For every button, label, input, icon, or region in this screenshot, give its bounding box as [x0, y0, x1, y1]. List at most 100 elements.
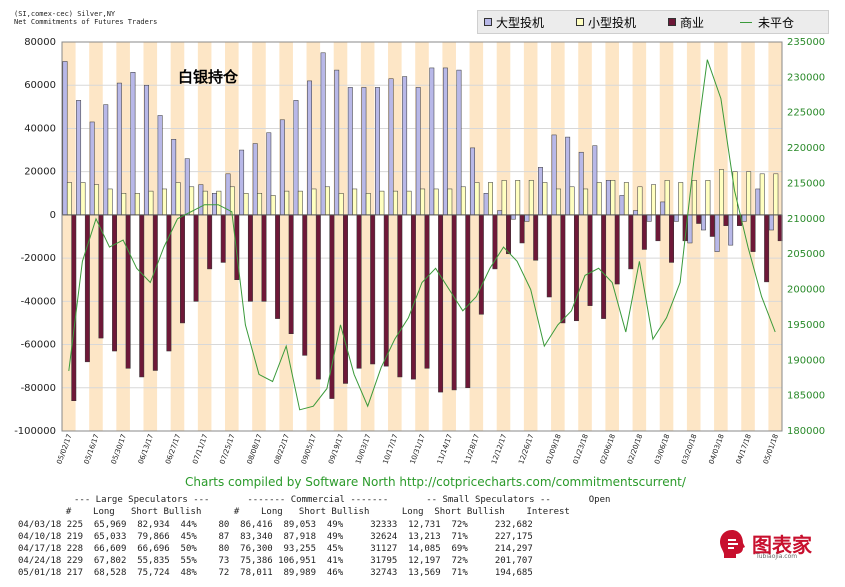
bar-small-spec [148, 190, 154, 216]
bar-large-spec [646, 214, 652, 222]
bar-small-spec [420, 188, 426, 216]
x-tick-label: 08/22/17 [273, 433, 291, 465]
legend-item-small: 小型投机 [576, 14, 636, 31]
bar-small-spec [352, 188, 358, 216]
bar-small-spec [433, 188, 439, 216]
x-tick-label: 06/27/17 [164, 433, 182, 465]
x-tick-label: 09/19/17 [327, 433, 345, 465]
bar-small-spec [107, 188, 113, 216]
y-left-tick-label: 0 [50, 210, 56, 221]
plot-frame [61, 41, 783, 432]
y-left-tick-label: -40000 [21, 296, 56, 307]
y-left-tick-label: -100000 [14, 426, 56, 437]
bar-large-spec [184, 158, 190, 216]
open-interest-line [68, 59, 776, 411]
logo-subtext: Tubiaojia.com [756, 553, 798, 560]
legend-item-large: 大型投机 [484, 14, 544, 31]
bar-large-spec [714, 214, 720, 252]
bar-commercial [180, 214, 185, 324]
bar-large-spec [320, 52, 326, 216]
logo-head-icon [720, 530, 745, 558]
bar-large-spec [741, 214, 747, 222]
bar-commercial [166, 214, 172, 352]
column-stripe [768, 42, 782, 431]
bar-large-spec [619, 195, 625, 216]
bar-large-spec [402, 76, 408, 216]
chart-credit: Charts compiled by Software North http:/… [185, 475, 686, 489]
y-left-tick-label: 80000 [24, 37, 56, 48]
column-stripe [714, 42, 728, 431]
bar-small-spec [569, 186, 575, 216]
bar-small-spec [610, 180, 616, 216]
bar-commercial [112, 214, 118, 352]
legend: 大型投机 小型投机 商业 未平仓 [477, 10, 829, 34]
bar-large-spec [429, 67, 435, 216]
x-tick-label: 01/23/18 [572, 433, 590, 465]
bar-commercial [288, 214, 294, 334]
x-tick-label: 03/06/18 [653, 433, 671, 465]
bar-small-spec [365, 193, 371, 216]
annotation-title: 白银持仓 [178, 68, 239, 86]
y-right-tick-label: 215000 [787, 178, 825, 189]
bar-commercial [315, 214, 321, 380]
bar-large-spec [375, 87, 380, 216]
bar-small-spec [460, 186, 466, 216]
bar-commercial [655, 214, 661, 242]
bar-small-spec [202, 190, 208, 216]
y-right-tick-label: 200000 [787, 285, 825, 296]
x-tick-label: 01/09/18 [544, 433, 562, 465]
x-tick-label: 05/02/17 [55, 433, 73, 465]
bar-commercial [478, 214, 484, 315]
x-tick-label: 03/20/18 [680, 433, 698, 465]
bar-small-spec [501, 180, 507, 216]
bar-large-spec [103, 104, 109, 216]
bar-commercial [614, 214, 620, 285]
y-right-tick-label: 205000 [787, 249, 825, 260]
bar-commercial [383, 214, 389, 367]
bar-large-spec [565, 136, 571, 216]
x-tick-label: 02/20/18 [626, 433, 644, 465]
x-tick-label: 02/06/18 [599, 433, 617, 465]
y-right-tick-label: 235000 [787, 37, 825, 48]
bar-small-spec [556, 188, 561, 216]
bar-commercial [139, 214, 145, 378]
legend-item-commercial: 商业 [668, 14, 704, 31]
bar-large-spec [538, 167, 543, 216]
y-right-tick-label: 210000 [787, 214, 825, 225]
bar-small-spec [637, 186, 643, 216]
bar-small-spec [623, 182, 629, 216]
bar-large-spec [470, 147, 475, 216]
bar-small-spec [94, 184, 100, 216]
x-tick-label: 05/30/17 [110, 433, 128, 465]
bar-commercial [84, 214, 90, 363]
legend-label-oi: 未平仓 [758, 16, 795, 30]
bar-large-spec [510, 214, 516, 220]
data-table: --- Large Speculators --- ------- Commer… [0, 494, 845, 587]
y-right-tick-label: 225000 [787, 108, 825, 119]
legend-swatch-commercial [668, 18, 676, 26]
table-row: 04/10/18 219 65,033 79,866 45% 87 83,340… [18, 532, 533, 542]
bar-commercial [764, 214, 770, 283]
bar-small-spec [705, 180, 711, 216]
bar-commercial [71, 214, 77, 401]
column-stripe [197, 42, 212, 431]
bar-commercial [275, 214, 281, 319]
bar-small-spec [678, 182, 684, 216]
bar-commercial [193, 214, 199, 302]
y-right-tick-label: 185000 [787, 391, 825, 402]
bar-large-spec [524, 214, 530, 222]
bar-large-spec [239, 149, 245, 216]
bar-commercial [723, 214, 729, 226]
bar-small-spec [746, 171, 752, 216]
bar-large-spec [211, 193, 217, 216]
bar-commercial [343, 214, 348, 384]
bar-commercial [261, 214, 267, 302]
bar-small-spec [257, 193, 263, 216]
y-left-tick-label: 20000 [24, 167, 56, 178]
bar-large-spec [456, 69, 462, 216]
bar-large-spec [347, 87, 353, 216]
bar-small-spec [284, 190, 290, 216]
bar-small-spec [379, 190, 385, 216]
bar-small-spec [134, 193, 140, 216]
column-stripe [578, 42, 592, 431]
